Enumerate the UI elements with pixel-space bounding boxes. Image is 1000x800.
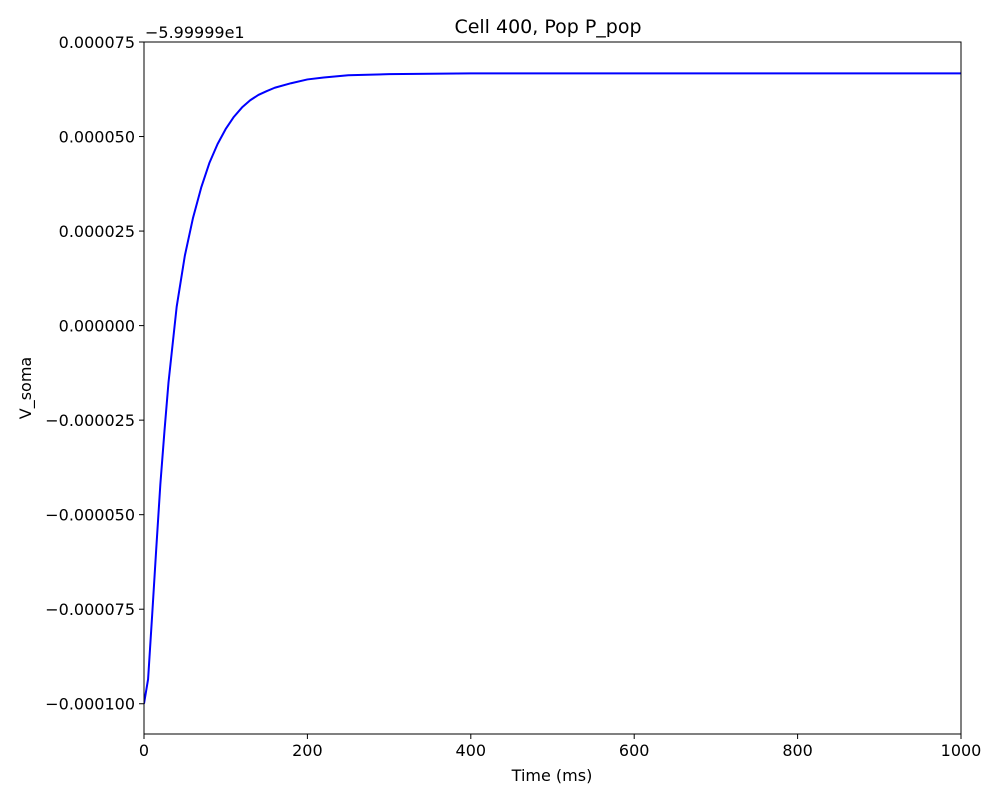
y-tick-label: −0.000025 xyxy=(45,411,135,430)
y-tick-label: 0.000075 xyxy=(59,33,135,52)
y-tick-label: 0.000025 xyxy=(59,222,135,241)
y-tick-label: −0.000100 xyxy=(45,695,135,714)
y-tick-label: −0.000075 xyxy=(45,600,135,619)
x-tick-label: 800 xyxy=(782,741,813,760)
x-tick-label: 600 xyxy=(619,741,650,760)
axes-frame xyxy=(143,41,962,735)
x-tick-label: 400 xyxy=(456,741,487,760)
plot-area: 0 200 400 600 800 1000 −0.000100 −0.000075 −0.00… xyxy=(45,33,981,760)
y-tick-label: −0.000050 xyxy=(45,506,135,525)
x-axis-title: Time (ms) xyxy=(511,766,593,785)
x-tick-label: 0 xyxy=(139,741,149,760)
x-tick-label: 1000 xyxy=(941,741,982,760)
y-tick-label: 0.000050 xyxy=(59,128,135,147)
x-tick-label: 200 xyxy=(292,741,323,760)
y-offset-label: −5.99999e1 xyxy=(145,23,245,42)
y-axis-title: V_soma xyxy=(16,357,36,419)
series-line-0 xyxy=(144,72,961,704)
y-tick-label: 0.000000 xyxy=(59,317,135,336)
chart-title: Cell 400, Pop P_pop xyxy=(454,16,641,38)
